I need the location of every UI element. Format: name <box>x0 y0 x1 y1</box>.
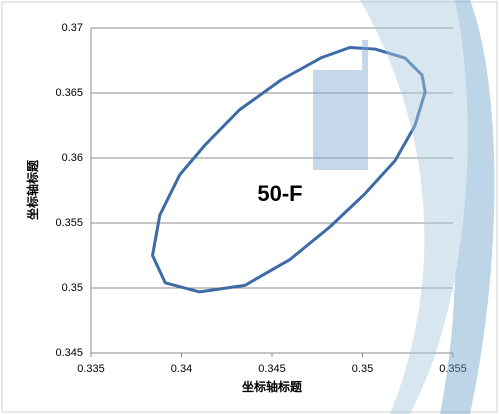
x-axis-title: 坐标轴标题 <box>242 379 303 394</box>
watermark-arc <box>360 0 468 414</box>
watermark <box>313 0 495 414</box>
y-axis-title: 坐标轴标题 <box>25 159 40 220</box>
x-tick-label: 0.355 <box>439 363 467 375</box>
y-tick-label: 0.365 <box>55 87 83 99</box>
annotation: 50-F <box>257 181 302 206</box>
x-tick-label: 0.34 <box>171 363 192 375</box>
x-tick-label: 0.345 <box>258 363 286 375</box>
y-tick-label: 0.35 <box>62 282 83 294</box>
watermark-arc <box>395 0 495 414</box>
y-tick-label: 0.36 <box>62 152 83 164</box>
plot-area: 0.345 0.35 0.355 0.36 0.365 0.37 0.335 0.34 0.34… <box>55 22 466 375</box>
data-line <box>151 46 427 294</box>
y-tick-label: 0.37 <box>62 22 83 34</box>
y-tick-label: 0.355 <box>55 217 83 229</box>
x-tick-label: 0.35 <box>352 363 373 375</box>
y-tick-label: 0.345 <box>55 347 83 359</box>
watermark-block <box>313 40 368 170</box>
x-tick-label: 0.335 <box>77 363 105 375</box>
